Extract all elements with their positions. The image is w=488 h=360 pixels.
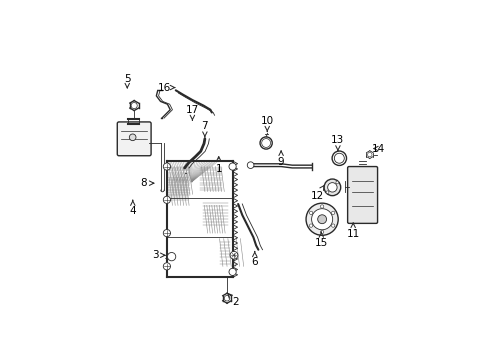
Circle shape bbox=[324, 179, 340, 196]
Circle shape bbox=[325, 191, 328, 194]
FancyBboxPatch shape bbox=[117, 122, 151, 156]
Text: 14: 14 bbox=[371, 144, 384, 153]
Text: 3: 3 bbox=[151, 250, 164, 260]
Text: 13: 13 bbox=[331, 135, 344, 151]
Circle shape bbox=[163, 196, 170, 203]
Circle shape bbox=[320, 205, 323, 208]
Circle shape bbox=[367, 152, 371, 157]
Circle shape bbox=[247, 162, 253, 168]
Text: 15: 15 bbox=[314, 232, 327, 248]
Text: 4: 4 bbox=[129, 200, 136, 216]
Circle shape bbox=[131, 103, 137, 109]
Circle shape bbox=[230, 251, 237, 259]
Circle shape bbox=[228, 163, 236, 170]
Text: 8: 8 bbox=[140, 178, 154, 188]
Circle shape bbox=[167, 252, 175, 261]
Text: 2: 2 bbox=[227, 293, 238, 307]
Text: 9: 9 bbox=[277, 151, 284, 167]
Circle shape bbox=[311, 209, 332, 230]
Circle shape bbox=[224, 296, 229, 301]
Circle shape bbox=[335, 181, 338, 184]
Circle shape bbox=[309, 224, 312, 227]
Text: 12: 12 bbox=[310, 185, 324, 201]
Text: 10: 10 bbox=[260, 116, 273, 131]
Text: 7: 7 bbox=[201, 121, 208, 137]
Circle shape bbox=[163, 229, 170, 237]
Text: 6: 6 bbox=[251, 252, 258, 267]
Circle shape bbox=[327, 183, 336, 192]
Circle shape bbox=[331, 211, 334, 215]
Circle shape bbox=[331, 224, 334, 227]
Circle shape bbox=[129, 134, 136, 141]
Circle shape bbox=[163, 263, 170, 270]
FancyBboxPatch shape bbox=[347, 167, 377, 223]
Circle shape bbox=[320, 230, 323, 234]
Circle shape bbox=[309, 211, 312, 215]
Circle shape bbox=[317, 215, 326, 224]
Text: 1: 1 bbox=[215, 157, 222, 174]
Text: 5: 5 bbox=[123, 74, 130, 88]
Text: 11: 11 bbox=[346, 223, 359, 239]
Circle shape bbox=[163, 163, 170, 170]
Text: 16: 16 bbox=[158, 82, 174, 93]
Text: 17: 17 bbox=[185, 105, 199, 120]
Circle shape bbox=[305, 203, 338, 235]
Circle shape bbox=[228, 268, 236, 275]
